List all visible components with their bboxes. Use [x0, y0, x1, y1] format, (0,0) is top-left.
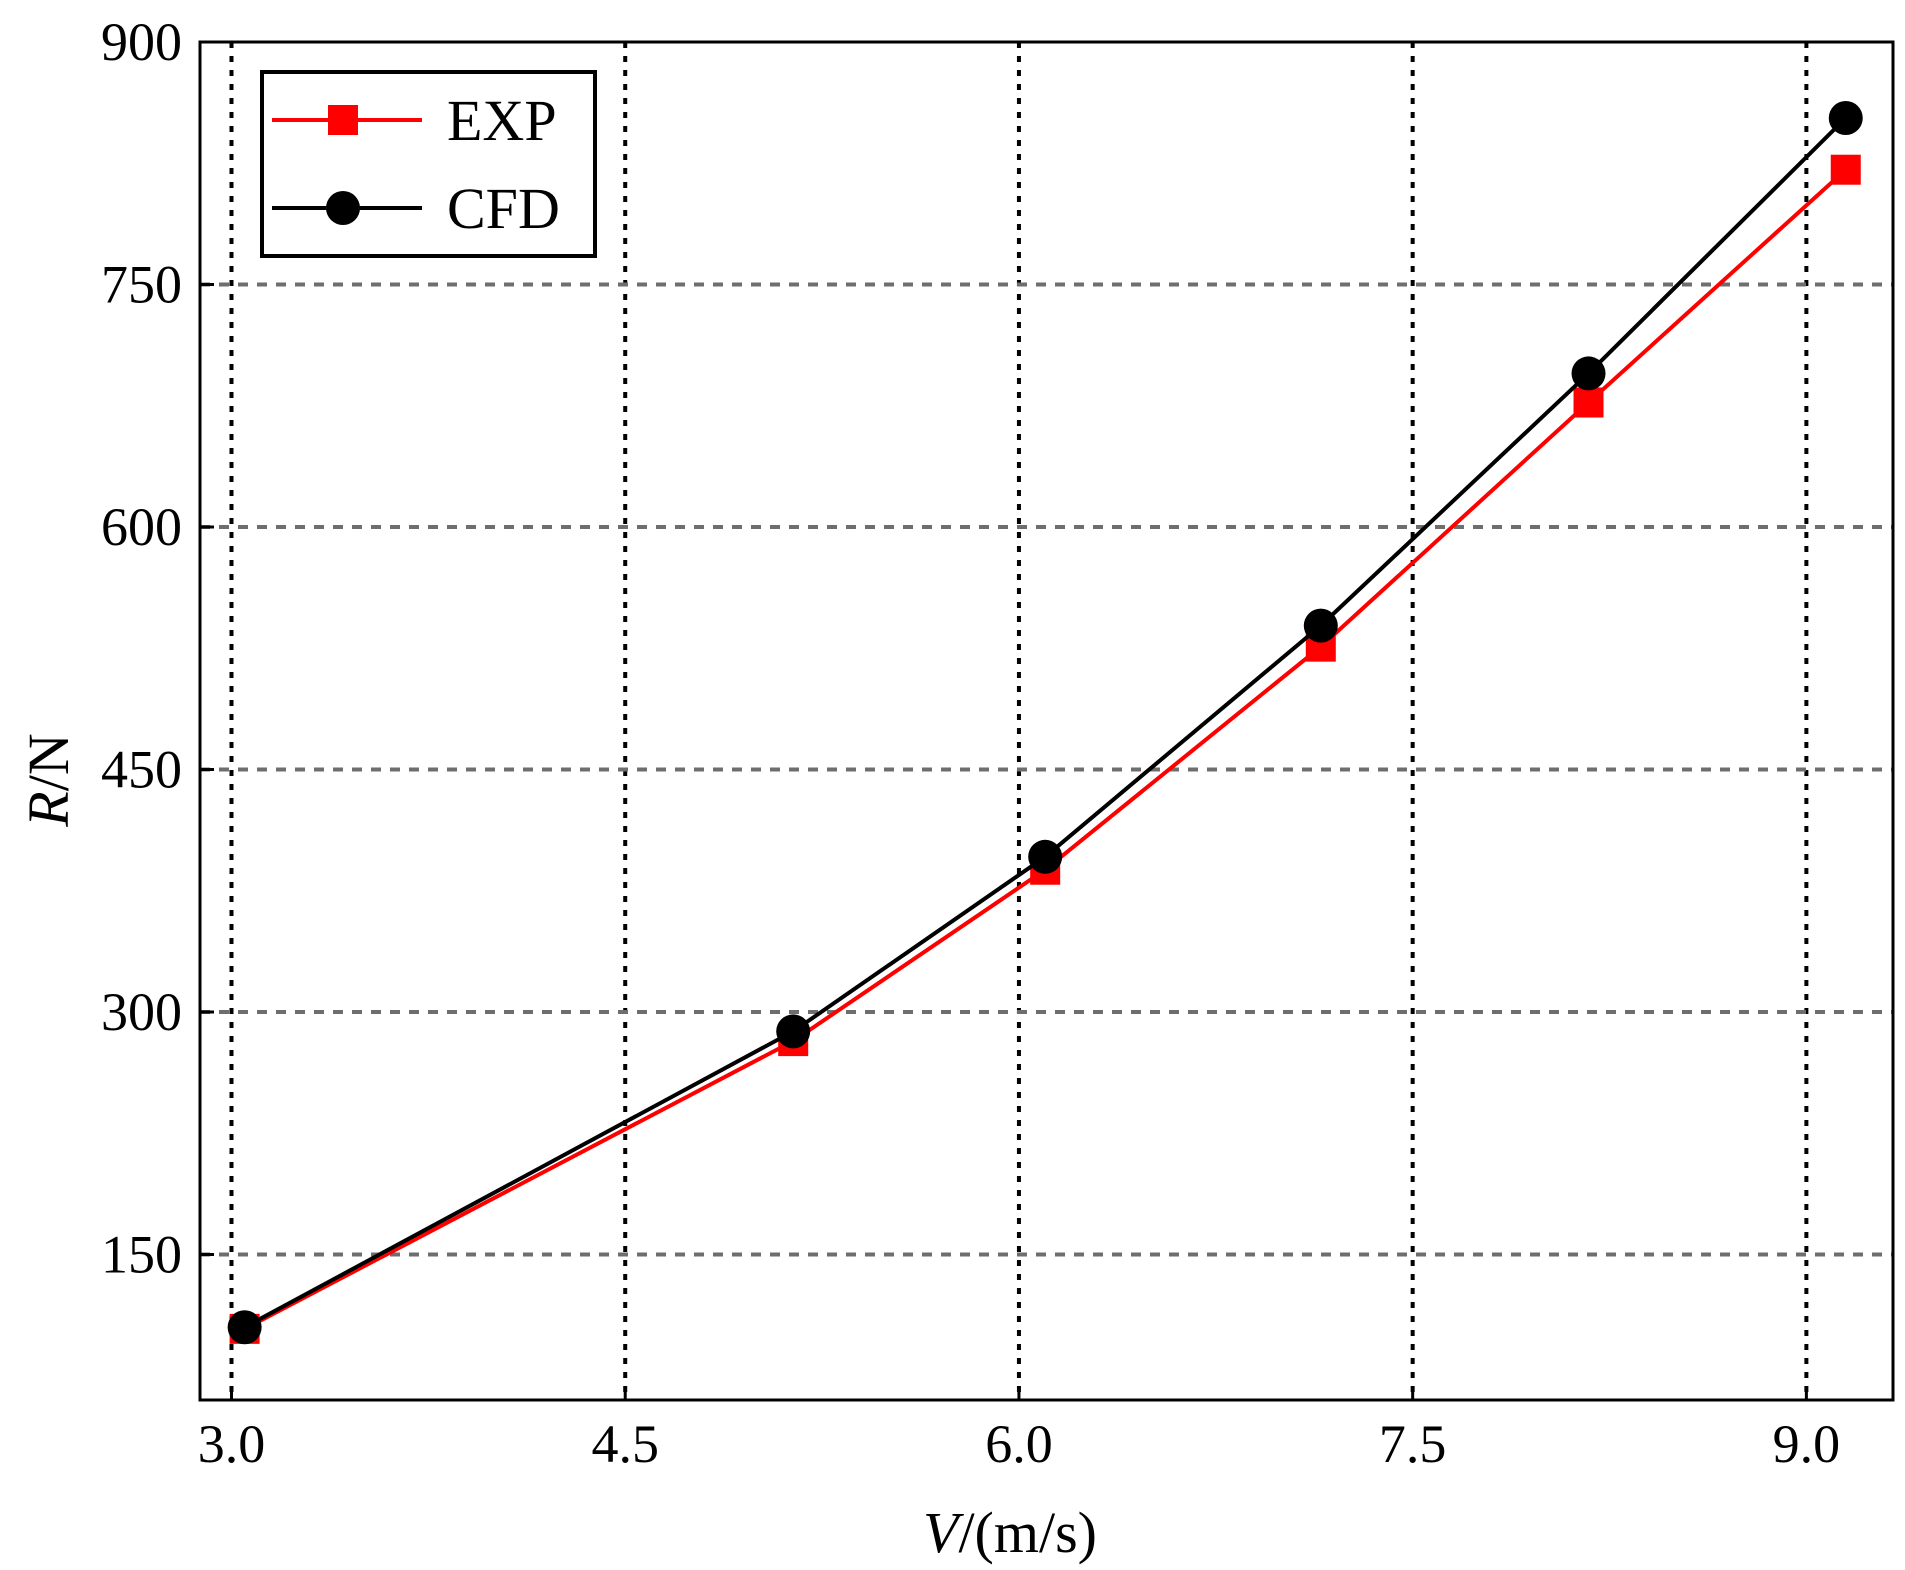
legend-item-cfd: CFD — [272, 176, 560, 241]
legend-exp-label: EXP — [447, 88, 557, 153]
y-tick-label: 600 — [101, 497, 182, 557]
legend-exp-marker — [328, 105, 358, 135]
x-axis-title: V/(m/s) — [923, 1500, 1097, 1565]
legend-cfd-label: CFD — [447, 176, 560, 241]
legend-box — [260, 70, 597, 258]
cfd-point — [1571, 356, 1606, 391]
y-axis-title-symbol: R — [16, 791, 81, 827]
cfd-point — [1303, 608, 1338, 643]
cfd-point — [227, 1310, 262, 1345]
plot-frame — [198, 40, 1895, 1402]
x-tick-label: 7.5 — [1379, 1414, 1447, 1474]
cfd-point — [1028, 839, 1063, 874]
y-tick-label: 300 — [101, 982, 182, 1042]
grid-lines — [200, 42, 1893, 1400]
x-tick-label: 6.0 — [985, 1414, 1053, 1474]
legend-cfd-marker — [326, 191, 360, 225]
x-axis-title-symbol: V — [923, 1500, 965, 1565]
cfd-line — [243, 116, 1848, 1330]
x-tick-label: 4.5 — [591, 1414, 659, 1474]
x-tick-label: 9.0 — [1773, 1414, 1841, 1474]
y-tick-label: 450 — [101, 740, 182, 800]
x-tick-label: 3.0 — [198, 1414, 266, 1474]
y-axis-title-unit: /N — [16, 733, 81, 791]
exp-point — [1830, 154, 1861, 185]
x-axis-title-unit: /(m/s) — [958, 1500, 1097, 1565]
y-tick-label: 750 — [101, 255, 182, 315]
exp-line — [243, 168, 1848, 1331]
cfd-point — [1828, 100, 1863, 135]
y-tick-label: 150 — [101, 1225, 182, 1285]
y-tick-label: 900 — [101, 12, 182, 72]
legend: EXP CFD — [260, 70, 597, 258]
ticks: 3.0 4.5 6.0 7.5 9.0 150 300 450 600 750 900 — [101, 12, 1840, 1474]
exp-point — [1573, 387, 1604, 418]
series-exp — [229, 154, 1861, 1344]
series-cfd — [227, 100, 1863, 1345]
legend-item-exp: EXP — [272, 88, 557, 153]
cfd-point — [776, 1014, 811, 1049]
y-axis-title: R/N — [16, 733, 81, 827]
series-layer — [227, 100, 1863, 1345]
